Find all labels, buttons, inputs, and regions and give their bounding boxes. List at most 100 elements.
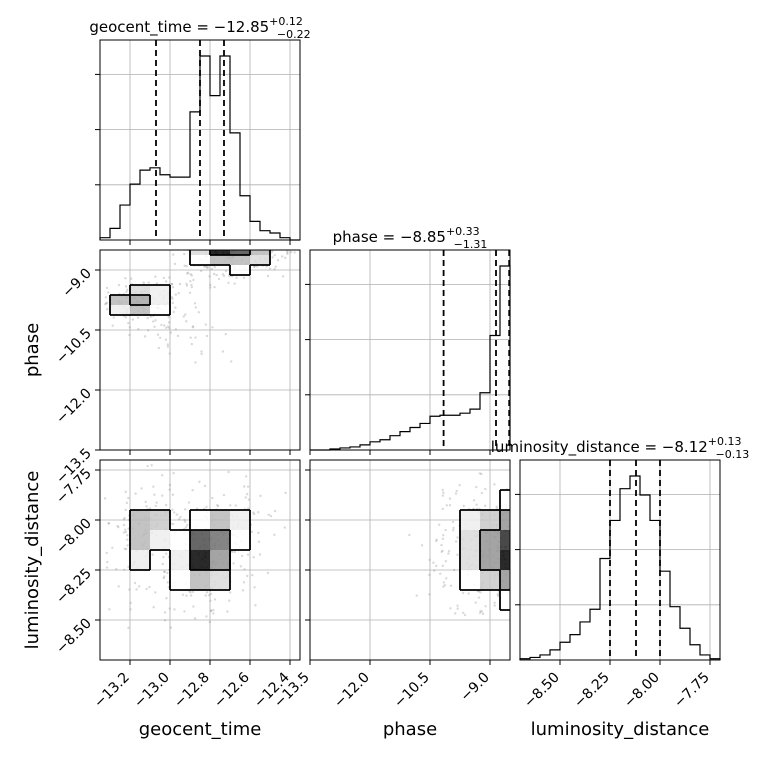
density-cell xyxy=(130,550,150,570)
scatter-point xyxy=(177,292,180,295)
scatter-point xyxy=(200,350,203,353)
scatter-point xyxy=(199,269,203,273)
scatter-point xyxy=(513,525,515,527)
density-cell xyxy=(210,530,230,550)
scatter-point xyxy=(167,321,171,324)
scatter-point xyxy=(444,528,447,532)
xlabel-phase: phase xyxy=(383,719,437,740)
scatter-point xyxy=(129,601,132,605)
density-cell xyxy=(130,530,150,550)
density-cell xyxy=(480,550,500,570)
x-tick-label: −8.00 xyxy=(621,670,663,712)
scatter-point xyxy=(462,611,465,615)
scatter-point xyxy=(512,588,514,590)
scatter-point xyxy=(441,549,444,553)
density-cell xyxy=(190,570,210,590)
scatter-point xyxy=(271,243,273,245)
scatter-point xyxy=(496,593,499,596)
scatter-point xyxy=(517,572,519,574)
scatter-point xyxy=(195,245,197,247)
scatter-point xyxy=(441,488,444,492)
density-cell xyxy=(250,250,270,255)
scatter-point xyxy=(155,282,159,285)
scatter-point xyxy=(221,273,225,276)
scatter-point xyxy=(251,243,253,245)
scatter-point xyxy=(226,243,228,245)
scatter-point xyxy=(185,264,188,268)
scatter-point xyxy=(162,555,165,559)
scatter-point xyxy=(432,569,436,572)
scatter-point xyxy=(271,256,274,259)
scatter-point xyxy=(174,306,177,309)
scatter-point xyxy=(187,501,191,504)
scatter-point xyxy=(185,282,188,286)
scatter-point xyxy=(169,331,173,334)
scatter-point xyxy=(247,498,251,501)
density-cell xyxy=(210,550,230,570)
scatter-point xyxy=(124,285,128,288)
panel-frame xyxy=(99,249,301,451)
scatter-point xyxy=(209,283,212,287)
scatter-point xyxy=(186,271,190,275)
scatter-point xyxy=(245,492,249,496)
histogram-step xyxy=(519,475,721,660)
scatter-point xyxy=(216,503,219,507)
scatter-point xyxy=(273,268,276,271)
scatter-point xyxy=(128,326,131,329)
scatter-point xyxy=(479,591,482,594)
scatter-point xyxy=(163,570,166,573)
scatter-point xyxy=(252,512,256,516)
scatter-point xyxy=(129,277,133,280)
scatter-point xyxy=(125,290,128,293)
scatter-point xyxy=(160,323,163,327)
scatter-point xyxy=(235,242,237,244)
scatter-point xyxy=(243,568,246,571)
scatter-point xyxy=(116,524,119,528)
scatter-point xyxy=(221,350,225,353)
scatter-point xyxy=(521,513,523,515)
scatter-point xyxy=(137,585,141,588)
scatter-point xyxy=(105,566,109,569)
scatter-point xyxy=(205,266,208,270)
scatter-point xyxy=(447,549,451,553)
scatter-point xyxy=(170,282,174,286)
scatter-point xyxy=(448,497,452,500)
scatter-point xyxy=(267,513,270,517)
scatter-point xyxy=(128,333,131,337)
scatter-point xyxy=(152,320,155,323)
scatter-point xyxy=(105,286,109,290)
scatter-point xyxy=(192,605,195,608)
scatter-point xyxy=(172,310,175,314)
scatter-point xyxy=(111,324,114,327)
panel-frame xyxy=(99,459,301,661)
scatter-point xyxy=(90,308,92,310)
scatter-point xyxy=(493,601,496,604)
density-cell xyxy=(210,250,230,255)
scatter-point xyxy=(115,568,118,571)
scatter-point xyxy=(143,335,147,338)
scatter-point xyxy=(281,275,285,278)
scatter-point xyxy=(149,315,152,318)
scatter-point xyxy=(177,517,181,521)
scatter-point xyxy=(122,523,126,527)
scatter-point xyxy=(212,244,214,246)
scatter-point xyxy=(475,503,478,506)
scatter-point xyxy=(213,598,217,601)
scatter-point xyxy=(253,586,256,589)
scatter-point xyxy=(230,247,232,249)
scatter-point xyxy=(254,604,257,607)
scatter-point xyxy=(162,576,165,580)
scatter-point xyxy=(191,488,194,492)
scatter-point xyxy=(213,285,216,289)
scatter-point xyxy=(111,546,114,549)
scatter-point xyxy=(104,302,108,305)
scatter-point xyxy=(233,282,236,285)
density-cell xyxy=(130,295,150,305)
density-cell xyxy=(230,530,250,550)
scatter-point xyxy=(153,493,156,496)
scatter-point xyxy=(172,471,175,475)
scatter-point xyxy=(210,267,214,271)
scatter-point xyxy=(210,609,213,613)
scatter-point xyxy=(171,301,174,305)
y-tick-label: −8.00 xyxy=(53,516,95,558)
